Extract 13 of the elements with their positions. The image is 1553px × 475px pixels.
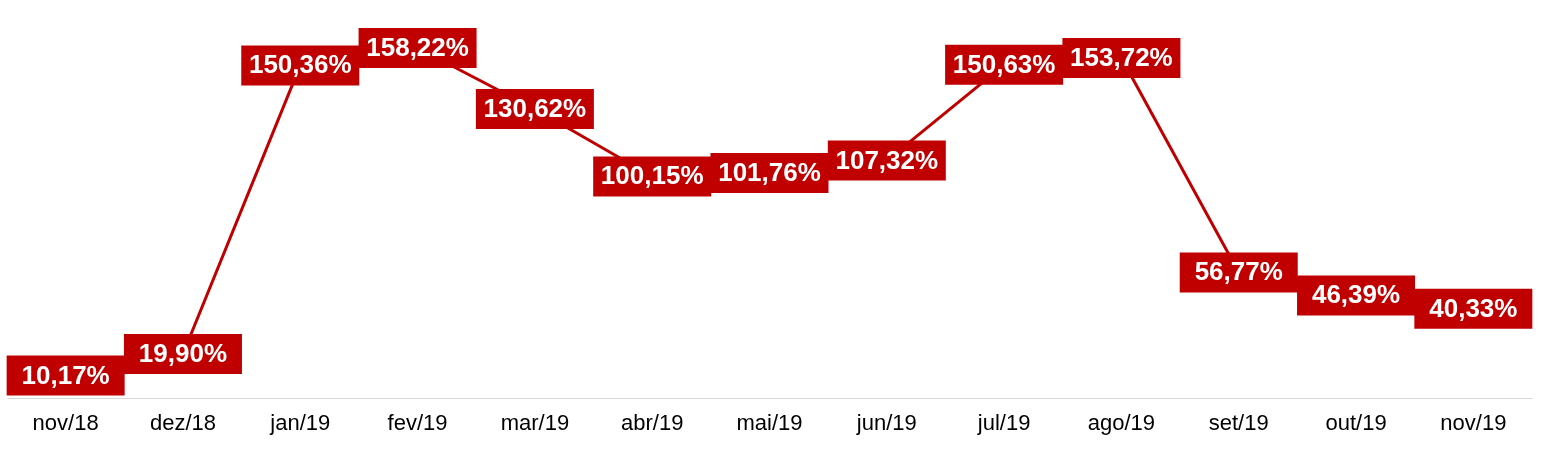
x-tick-label: jan/19 xyxy=(269,409,331,435)
x-tick-label: mai/19 xyxy=(736,409,803,435)
x-tick-label: set/19 xyxy=(1208,409,1269,435)
x-tick-label: jun/19 xyxy=(855,409,917,435)
x-tick-label: nov/18 xyxy=(32,409,99,435)
x-tick-label: out/19 xyxy=(1325,409,1387,435)
x-tick-label: fev/19 xyxy=(387,409,448,435)
x-tick-label: ago/19 xyxy=(1087,409,1156,435)
x-tick-label: jul/19 xyxy=(976,409,1031,435)
x-tick-label: dez/18 xyxy=(149,409,216,435)
x-tick-label: abr/19 xyxy=(621,409,684,435)
x-tick-label: mar/19 xyxy=(500,409,570,435)
x-tick-label: nov/19 xyxy=(1440,409,1507,435)
